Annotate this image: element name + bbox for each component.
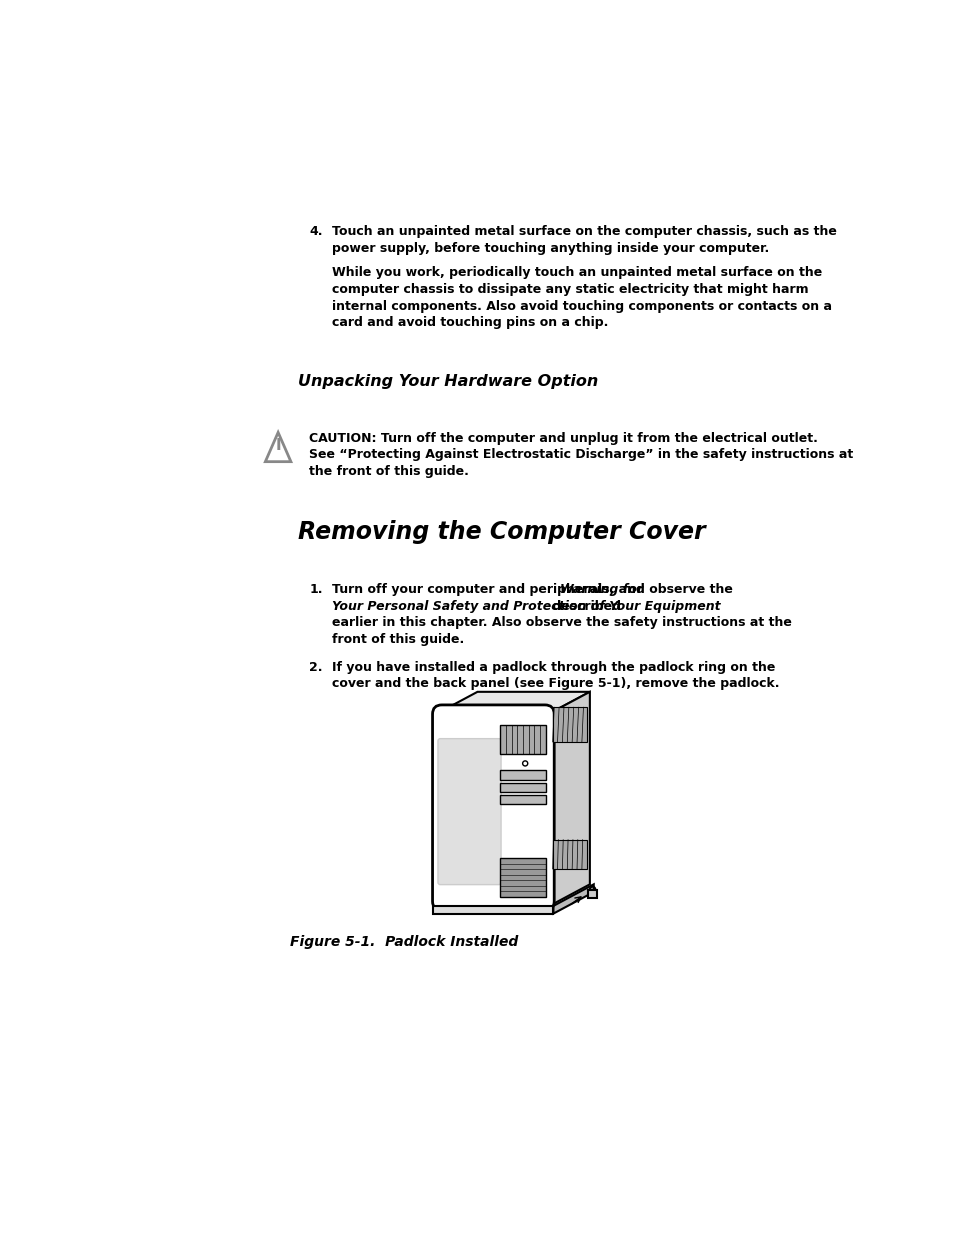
Text: Unpacking Your Hardware Option: Unpacking Your Hardware Option xyxy=(297,374,598,389)
Polygon shape xyxy=(436,692,589,714)
Polygon shape xyxy=(549,692,589,906)
Polygon shape xyxy=(552,708,586,742)
Polygon shape xyxy=(553,884,593,914)
Text: the front of this guide.: the front of this guide. xyxy=(309,464,469,478)
Text: front of this guide.: front of this guide. xyxy=(332,632,464,646)
Text: 2.: 2. xyxy=(309,661,322,673)
FancyBboxPatch shape xyxy=(499,795,545,804)
Text: Removing the Computer Cover: Removing the Computer Cover xyxy=(297,520,704,545)
Text: cover and the back panel (see Figure 5-1), remove the padlock.: cover and the back panel (see Figure 5-1… xyxy=(332,677,779,690)
Text: Figure 5-1.  Padlock Installed: Figure 5-1. Padlock Installed xyxy=(290,935,517,950)
Text: 4.: 4. xyxy=(309,225,322,238)
Text: Turn off your computer and peripherals, and observe the: Turn off your computer and peripherals, … xyxy=(332,583,737,597)
Text: I: I xyxy=(275,438,280,453)
FancyBboxPatch shape xyxy=(432,705,554,910)
Polygon shape xyxy=(552,840,586,869)
FancyBboxPatch shape xyxy=(437,739,500,884)
Text: internal components. Also avoid touching components or contacts on a: internal components. Also avoid touching… xyxy=(332,300,832,312)
FancyBboxPatch shape xyxy=(499,725,545,755)
Text: power supply, before touching anything inside your computer.: power supply, before touching anything i… xyxy=(332,242,769,254)
Circle shape xyxy=(522,761,527,766)
Text: While you work, periodically touch an unpainted metal surface on the: While you work, periodically touch an un… xyxy=(332,267,821,279)
Bar xyxy=(499,858,545,897)
FancyBboxPatch shape xyxy=(499,771,545,779)
Text: Touch an unpainted metal surface on the computer chassis, such as the: Touch an unpainted metal surface on the … xyxy=(332,225,837,238)
Text: CAUTION: Turn off the computer and unplug it from the electrical outlet.: CAUTION: Turn off the computer and unplu… xyxy=(309,431,817,445)
Text: 1.: 1. xyxy=(309,583,322,597)
Text: earlier in this chapter. Also observe the safety instructions at the: earlier in this chapter. Also observe th… xyxy=(332,616,791,630)
Bar xyxy=(588,890,597,898)
Text: Your Personal Safety and Protection of Your Equipment: Your Personal Safety and Protection of Y… xyxy=(332,600,720,613)
Text: Warning for: Warning for xyxy=(559,583,642,597)
Text: If you have installed a padlock through the padlock ring on the: If you have installed a padlock through … xyxy=(332,661,775,673)
FancyBboxPatch shape xyxy=(433,906,553,914)
Text: See “Protecting Against Electrostatic Discharge” in the safety instructions at: See “Protecting Against Electrostatic Di… xyxy=(309,448,853,461)
FancyBboxPatch shape xyxy=(499,783,545,792)
Text: card and avoid touching pins on a chip.: card and avoid touching pins on a chip. xyxy=(332,316,608,329)
Text: computer chassis to dissipate any static electricity that might harm: computer chassis to dissipate any static… xyxy=(332,283,808,296)
Text: described: described xyxy=(547,600,620,613)
